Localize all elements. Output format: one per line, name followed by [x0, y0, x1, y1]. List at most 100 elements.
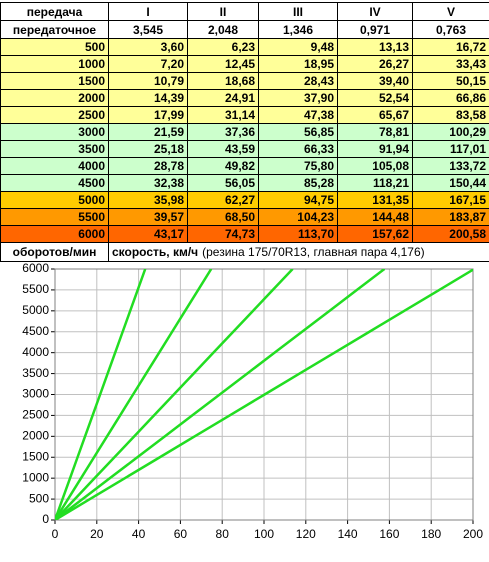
- header-cell: III: [259, 3, 338, 21]
- data-cell: 56,05: [188, 175, 259, 192]
- data-cell: 47,38: [259, 107, 338, 124]
- data-cell: 37,90: [259, 90, 338, 107]
- data-cell: 39,57: [109, 209, 188, 226]
- data-cell: 14,39: [109, 90, 188, 107]
- x-tick-label: 20: [90, 527, 104, 541]
- header-cell: передача: [1, 3, 109, 21]
- data-cell: 33,43: [413, 56, 489, 73]
- x-tick-label: 120: [296, 527, 316, 541]
- data-cell: 28,78: [109, 158, 188, 175]
- data-cell: 65,67: [338, 107, 413, 124]
- data-cell: 100,29: [413, 124, 489, 141]
- header-cell: IV: [338, 3, 413, 21]
- data-cell: 118,21: [338, 175, 413, 192]
- header-cell: 2,048: [188, 21, 259, 39]
- data-cell: 144,48: [338, 209, 413, 226]
- data-cell: 105,08: [338, 158, 413, 175]
- data-cell: 3000: [1, 124, 109, 141]
- y-tick-label: 6000: [22, 262, 49, 275]
- data-cell: 74,73: [188, 226, 259, 243]
- data-cell: 75,80: [259, 158, 338, 175]
- data-cell: 49,82: [188, 158, 259, 175]
- data-cell: 2500: [1, 107, 109, 124]
- data-cell: 28,43: [259, 73, 338, 90]
- footer-label: оборотов/мин: [1, 243, 109, 262]
- data-cell: 200,58: [413, 226, 489, 243]
- data-cell: 24,91: [188, 90, 259, 107]
- x-tick-label: 100: [254, 527, 274, 541]
- data-cell: 35,98: [109, 192, 188, 209]
- data-cell: 91,94: [338, 141, 413, 158]
- data-cell: 183,87: [413, 209, 489, 226]
- x-tick-label: 0: [52, 527, 59, 541]
- data-cell: 3500: [1, 141, 109, 158]
- data-cell: 1000: [1, 56, 109, 73]
- header-cell: 0,763: [413, 21, 489, 39]
- x-tick-label: 60: [174, 527, 188, 541]
- x-tick-label: 140: [338, 527, 358, 541]
- data-cell: 13,13: [338, 39, 413, 56]
- data-cell: 131,35: [338, 192, 413, 209]
- data-cell: 68,50: [188, 209, 259, 226]
- data-cell: 113,70: [259, 226, 338, 243]
- data-cell: 4500: [1, 175, 109, 192]
- header-cell: V: [413, 3, 489, 21]
- header-cell: 0,971: [338, 21, 413, 39]
- y-tick-label: 5500: [22, 282, 49, 296]
- y-tick-label: 1000: [22, 470, 49, 484]
- y-tick-label: 2000: [22, 429, 49, 443]
- data-cell: 25,18: [109, 141, 188, 158]
- data-cell: 50,15: [413, 73, 489, 90]
- data-cell: 1500: [1, 73, 109, 90]
- data-cell: 17,99: [109, 107, 188, 124]
- data-cell: 500: [1, 39, 109, 56]
- y-tick-label: 4500: [22, 324, 49, 338]
- data-cell: 7,20: [109, 56, 188, 73]
- data-cell: 12,45: [188, 56, 259, 73]
- y-tick-label: 5000: [22, 303, 49, 317]
- y-tick-label: 0: [42, 512, 49, 526]
- data-cell: 66,33: [259, 141, 338, 158]
- header-cell: I: [109, 3, 188, 21]
- data-cell: 5500: [1, 209, 109, 226]
- data-cell: 18,68: [188, 73, 259, 90]
- y-tick-label: 500: [29, 491, 49, 505]
- data-cell: 39,40: [338, 73, 413, 90]
- x-tick-label: 40: [132, 527, 146, 541]
- chart: 0500100015002000250030003500400045005000…: [0, 262, 489, 552]
- header-cell: передаточное: [1, 21, 109, 39]
- y-tick-label: 2500: [22, 408, 49, 422]
- data-cell: 5000: [1, 192, 109, 209]
- data-cell: 150,44: [413, 175, 489, 192]
- data-cell: 6,23: [188, 39, 259, 56]
- data-cell: 31,14: [188, 107, 259, 124]
- data-cell: 32,38: [109, 175, 188, 192]
- data-cell: 66,86: [413, 90, 489, 107]
- footer-text: скорость, км/ч: [112, 245, 198, 259]
- data-cell: 133,72: [413, 158, 489, 175]
- data-cell: 43,59: [188, 141, 259, 158]
- data-cell: 56,85: [259, 124, 338, 141]
- data-cell: 62,27: [188, 192, 259, 209]
- data-cell: 18,95: [259, 56, 338, 73]
- x-tick-label: 180: [421, 527, 441, 541]
- data-cell: 10,79: [109, 73, 188, 90]
- y-tick-label: 3500: [22, 366, 49, 380]
- data-cell: 2000: [1, 90, 109, 107]
- y-tick-label: 3000: [22, 387, 49, 401]
- data-cell: 9,48: [259, 39, 338, 56]
- x-tick-label: 80: [216, 527, 230, 541]
- x-tick-label: 160: [379, 527, 399, 541]
